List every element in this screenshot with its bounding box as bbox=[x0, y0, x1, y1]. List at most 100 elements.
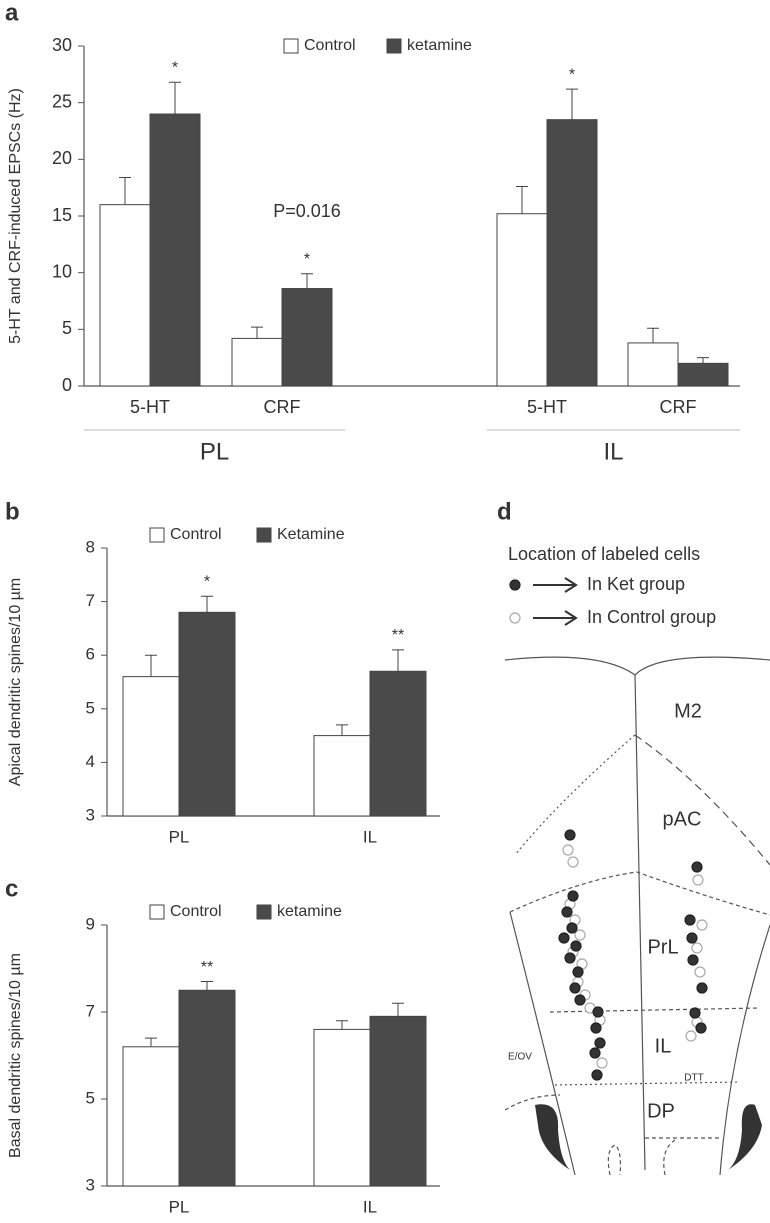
outline bbox=[504, 656, 770, 676]
bar bbox=[369, 670, 427, 817]
error-bar bbox=[201, 595, 213, 613]
control-cell bbox=[567, 856, 579, 868]
region-label: IL bbox=[655, 1035, 672, 1057]
ket-cell bbox=[691, 861, 703, 873]
y-tick-label: 4 bbox=[86, 752, 95, 771]
error-bar bbox=[392, 1002, 404, 1017]
outline bbox=[509, 911, 576, 1176]
ket-cell bbox=[566, 922, 578, 934]
significance-marker: * bbox=[569, 66, 575, 83]
y-tick-label: 5 bbox=[86, 698, 95, 717]
boundary bbox=[549, 1007, 761, 1013]
ket-cell bbox=[558, 932, 570, 944]
legend-label: ketamine bbox=[407, 37, 472, 54]
panel-label: d bbox=[497, 498, 512, 525]
ket-cell bbox=[574, 994, 586, 1006]
ket-cell bbox=[590, 1022, 602, 1034]
y-tick-label: 5 bbox=[62, 318, 72, 338]
legend-label: Control bbox=[304, 37, 356, 54]
error-bar bbox=[336, 724, 348, 736]
group-label: IL bbox=[603, 438, 623, 465]
ket-cell bbox=[687, 954, 699, 966]
legend-title: Location of labeled cells bbox=[508, 544, 700, 564]
y-tick-label: 6 bbox=[86, 645, 95, 664]
legend-swatch bbox=[386, 38, 402, 54]
ket-cell bbox=[591, 1069, 603, 1081]
y-axis-label: Basal dendritic spines/10 µm bbox=[7, 953, 24, 1158]
legend-dot bbox=[509, 579, 521, 591]
region-label: pAC bbox=[663, 808, 702, 830]
control-cell bbox=[562, 844, 574, 856]
bar bbox=[178, 611, 236, 817]
boundary bbox=[509, 871, 770, 916]
legend-label: ketamine bbox=[277, 903, 342, 920]
annotation: P=0.016 bbox=[273, 201, 341, 221]
bar bbox=[99, 204, 151, 387]
error-bar bbox=[516, 186, 528, 214]
ket-cell bbox=[569, 982, 581, 994]
y-tick-label: 7 bbox=[86, 591, 95, 610]
significance-marker: * bbox=[172, 59, 178, 76]
group-label: PL bbox=[200, 438, 229, 465]
y-tick-label: 25 bbox=[52, 91, 72, 111]
legend-swatch bbox=[256, 904, 272, 920]
legend-label: In Ket group bbox=[587, 574, 685, 594]
x-tick-label: IL bbox=[363, 1197, 377, 1216]
y-axis-label: Apical dendritic spines/10 µm bbox=[7, 578, 24, 786]
panel-label: a bbox=[5, 0, 19, 26]
boundary bbox=[554, 1081, 741, 1086]
legend-dot bbox=[509, 612, 521, 624]
bar bbox=[313, 1028, 371, 1187]
outline bbox=[719, 924, 770, 1176]
ket-cell bbox=[561, 906, 573, 918]
y-tick-label: 3 bbox=[86, 1175, 95, 1194]
error-bar bbox=[392, 649, 404, 672]
bar bbox=[627, 342, 679, 387]
x-tick-label: PL bbox=[169, 1197, 190, 1216]
panel-label: c bbox=[5, 875, 18, 902]
error-bar bbox=[169, 81, 181, 114]
control-cell bbox=[685, 1030, 697, 1042]
legend-label: Control bbox=[170, 903, 222, 920]
error-bar bbox=[145, 1037, 157, 1047]
ket-cell bbox=[594, 1037, 606, 1049]
x-tick-label: 5-HT bbox=[527, 397, 567, 417]
error-bar bbox=[697, 357, 709, 364]
x-tick-label: 5-HT bbox=[130, 397, 170, 417]
boundary bbox=[607, 1144, 622, 1176]
region-label: E/OV bbox=[508, 1052, 532, 1063]
y-tick-label: 0 bbox=[62, 375, 72, 395]
error-bar bbox=[336, 1020, 348, 1030]
region-label: M2 bbox=[674, 700, 702, 722]
boundary bbox=[663, 1139, 676, 1176]
error-bar bbox=[301, 273, 313, 289]
bar bbox=[313, 735, 371, 817]
ket-cell bbox=[592, 1006, 604, 1018]
region-label: DTT bbox=[684, 1073, 703, 1084]
error-bar bbox=[145, 654, 157, 677]
bar bbox=[149, 113, 201, 387]
y-tick-label: 7 bbox=[86, 1001, 95, 1020]
bar bbox=[546, 119, 598, 387]
panel-label: b bbox=[5, 498, 20, 525]
significance-marker: * bbox=[204, 573, 210, 590]
ket-cell bbox=[689, 1007, 701, 1019]
control-cell bbox=[574, 929, 586, 941]
brain-diagram bbox=[504, 577, 770, 1176]
bar bbox=[231, 337, 283, 387]
legend-arrow bbox=[533, 577, 578, 626]
ket-cell bbox=[567, 890, 579, 902]
bar bbox=[281, 288, 333, 387]
region-label: PrL bbox=[647, 936, 678, 958]
midline bbox=[634, 674, 646, 1171]
control-cell bbox=[696, 919, 708, 931]
y-tick-label: 3 bbox=[86, 805, 95, 824]
ventricle bbox=[535, 1104, 570, 1170]
y-tick-label: 20 bbox=[52, 148, 72, 168]
ket-cell bbox=[564, 829, 576, 841]
y-tick-label: 10 bbox=[52, 261, 72, 281]
x-tick-label: CRF bbox=[660, 397, 697, 417]
boundary bbox=[504, 1094, 561, 1111]
y-tick-label: 8 bbox=[86, 537, 95, 556]
